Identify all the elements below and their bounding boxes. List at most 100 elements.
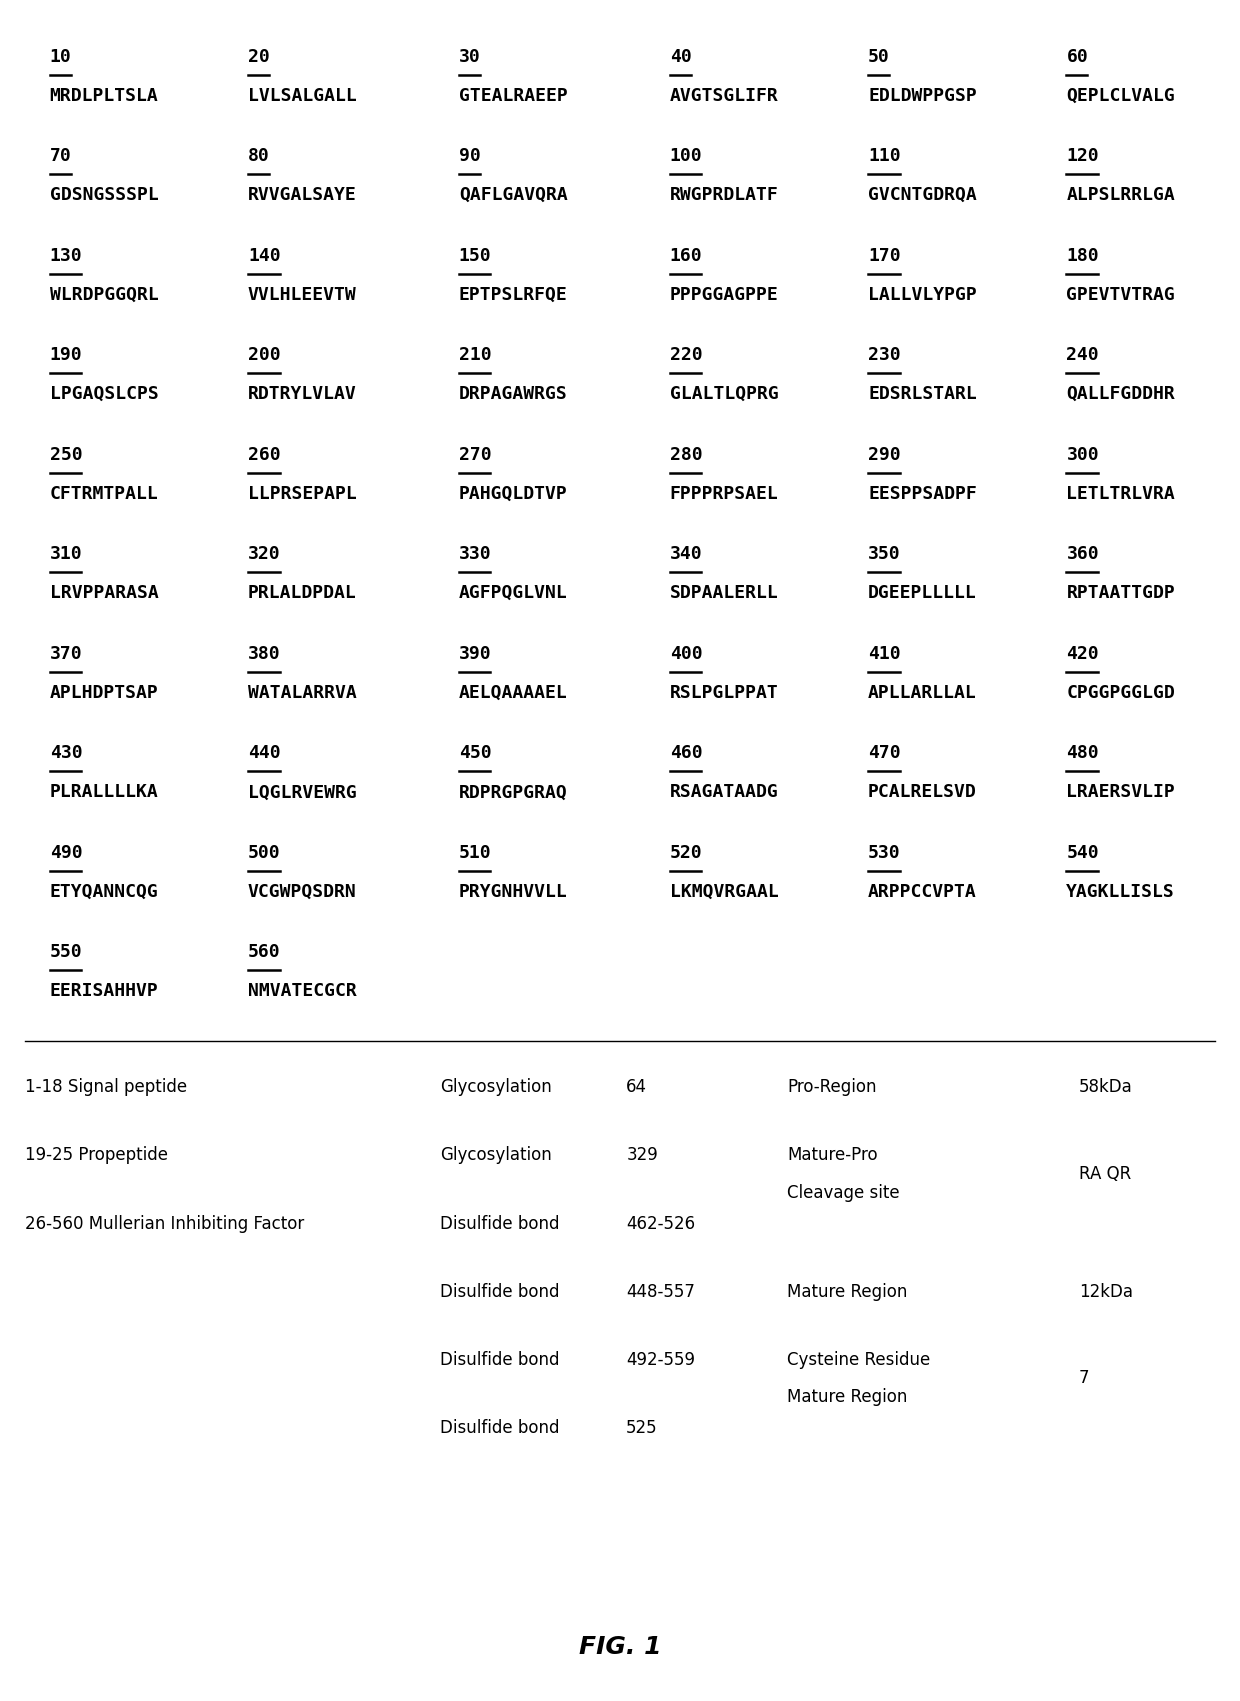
- Text: EDLDWPPGSP: EDLDWPPGSP: [868, 87, 977, 105]
- Text: 90: 90: [459, 148, 481, 165]
- Text: 170: 170: [868, 247, 900, 265]
- Text: RPTAATTGDP: RPTAATTGDP: [1066, 585, 1176, 602]
- Text: 64: 64: [626, 1078, 647, 1097]
- Text: LALLVLYPGP: LALLVLYPGP: [868, 286, 977, 304]
- Text: 250: 250: [50, 446, 82, 464]
- Text: 500: 500: [248, 844, 280, 862]
- Text: Disulfide bond: Disulfide bond: [440, 1283, 559, 1301]
- Text: 210: 210: [459, 347, 491, 364]
- Text: RVVGALSAYE: RVVGALSAYE: [248, 187, 357, 204]
- Text: 70: 70: [50, 148, 72, 165]
- Text: LVLSALGALL: LVLSALGALL: [248, 87, 357, 105]
- Text: Mature Region: Mature Region: [787, 1388, 908, 1407]
- Text: Disulfide bond: Disulfide bond: [440, 1419, 559, 1437]
- Text: ETYQANNCQG: ETYQANNCQG: [50, 883, 159, 902]
- Text: PRLALDPDAL: PRLALDPDAL: [248, 585, 357, 602]
- Text: 450: 450: [459, 745, 491, 762]
- Text: VCGWPQSDRN: VCGWPQSDRN: [248, 883, 357, 902]
- Text: 110: 110: [868, 148, 900, 165]
- Text: 480: 480: [1066, 745, 1099, 762]
- Text: 470: 470: [868, 745, 900, 762]
- Text: RSLPGLPPAT: RSLPGLPPAT: [670, 684, 779, 703]
- Text: 540: 540: [1066, 844, 1099, 862]
- Text: Glycosylation: Glycosylation: [440, 1146, 552, 1165]
- Text: RA QR: RA QR: [1079, 1165, 1131, 1184]
- Text: 330: 330: [459, 546, 491, 563]
- Text: 180: 180: [1066, 247, 1099, 265]
- Text: PCALRELSVD: PCALRELSVD: [868, 782, 977, 801]
- Text: VVLHLEEVTW: VVLHLEEVTW: [248, 286, 357, 304]
- Text: Mature-Pro: Mature-Pro: [787, 1146, 878, 1165]
- Text: 340: 340: [670, 546, 702, 563]
- Text: 370: 370: [50, 645, 82, 663]
- Text: 30: 30: [459, 48, 481, 66]
- Text: Glycosylation: Glycosylation: [440, 1078, 552, 1097]
- Text: AGFPQGLVNL: AGFPQGLVNL: [459, 585, 568, 602]
- Text: 40: 40: [670, 48, 692, 66]
- Text: RSAGATAADG: RSAGATAADG: [670, 782, 779, 801]
- Text: CPGGPGGLGD: CPGGPGGLGD: [1066, 684, 1176, 703]
- Text: QALLFGDDHR: QALLFGDDHR: [1066, 386, 1176, 403]
- Text: LRAERSVLIP: LRAERSVLIP: [1066, 782, 1176, 801]
- Text: 12kDa: 12kDa: [1079, 1283, 1133, 1301]
- Text: PLRALLLLKA: PLRALLLLKA: [50, 782, 159, 801]
- Text: ALPSLRRLGA: ALPSLRRLGA: [1066, 187, 1176, 204]
- Text: 58kDa: 58kDa: [1079, 1078, 1132, 1097]
- Text: 10: 10: [50, 48, 72, 66]
- Text: 320: 320: [248, 546, 280, 563]
- Text: LLPRSEPAPL: LLPRSEPAPL: [248, 485, 357, 503]
- Text: LKMQVRGAAL: LKMQVRGAAL: [670, 883, 779, 902]
- Text: 150: 150: [459, 247, 491, 265]
- Text: EERISAHHVP: EERISAHHVP: [50, 983, 159, 1000]
- Text: AVGTSGLIFR: AVGTSGLIFR: [670, 87, 779, 105]
- Text: 190: 190: [50, 347, 82, 364]
- Text: EDSRLSTARL: EDSRLSTARL: [868, 386, 977, 403]
- Text: 270: 270: [459, 446, 491, 464]
- Text: LETLTRLVRA: LETLTRLVRA: [1066, 485, 1176, 503]
- Text: 329: 329: [626, 1146, 658, 1165]
- Text: 290: 290: [868, 446, 900, 464]
- Text: 140: 140: [248, 247, 280, 265]
- Text: 448-557: 448-557: [626, 1283, 696, 1301]
- Text: 490: 490: [50, 844, 82, 862]
- Text: 525: 525: [626, 1419, 658, 1437]
- Text: 220: 220: [670, 347, 702, 364]
- Text: GLALTLQPRG: GLALTLQPRG: [670, 386, 779, 403]
- Text: 460: 460: [670, 745, 702, 762]
- Text: LRVPPARASA: LRVPPARASA: [50, 585, 159, 602]
- Text: PRYGNHVVLL: PRYGNHVVLL: [459, 883, 568, 902]
- Text: 492-559: 492-559: [626, 1351, 696, 1369]
- Text: LQGLRVEWRG: LQGLRVEWRG: [248, 782, 357, 801]
- Text: 60: 60: [1066, 48, 1089, 66]
- Text: 19-25 Propeptide: 19-25 Propeptide: [25, 1146, 167, 1165]
- Text: 130: 130: [50, 247, 82, 265]
- Text: RDTRYLVLAV: RDTRYLVLAV: [248, 386, 357, 403]
- Text: GVCNTGDRQA: GVCNTGDRQA: [868, 187, 977, 204]
- Text: 380: 380: [248, 645, 280, 663]
- Text: YAGKLLISLS: YAGKLLISLS: [1066, 883, 1176, 902]
- Text: Pro-Region: Pro-Region: [787, 1078, 877, 1097]
- Text: Cysteine Residue: Cysteine Residue: [787, 1351, 931, 1369]
- Text: 400: 400: [670, 645, 702, 663]
- Text: Disulfide bond: Disulfide bond: [440, 1351, 559, 1369]
- Text: FIG. 1: FIG. 1: [579, 1635, 661, 1658]
- Text: 120: 120: [1066, 148, 1099, 165]
- Text: LPGAQSLCPS: LPGAQSLCPS: [50, 386, 159, 403]
- Text: 160: 160: [670, 247, 702, 265]
- Text: SDPAALERLL: SDPAALERLL: [670, 585, 779, 602]
- Text: 280: 280: [670, 446, 702, 464]
- Text: 350: 350: [868, 546, 900, 563]
- Text: GTEALRAEEP: GTEALRAEEP: [459, 87, 568, 105]
- Text: 440: 440: [248, 745, 280, 762]
- Text: EPTPSLRFQE: EPTPSLRFQE: [459, 286, 568, 304]
- Text: RDPRGPGRAQ: RDPRGPGRAQ: [459, 782, 568, 801]
- Text: Disulfide bond: Disulfide bond: [440, 1215, 559, 1233]
- Text: 100: 100: [670, 148, 702, 165]
- Text: EESPPSADPF: EESPPSADPF: [868, 485, 977, 503]
- Text: 510: 510: [459, 844, 491, 862]
- Text: WLRDPGGQRL: WLRDPGGQRL: [50, 286, 159, 304]
- Text: 550: 550: [50, 944, 82, 961]
- Text: 310: 310: [50, 546, 82, 563]
- Text: 390: 390: [459, 645, 491, 663]
- Text: 200: 200: [248, 347, 280, 364]
